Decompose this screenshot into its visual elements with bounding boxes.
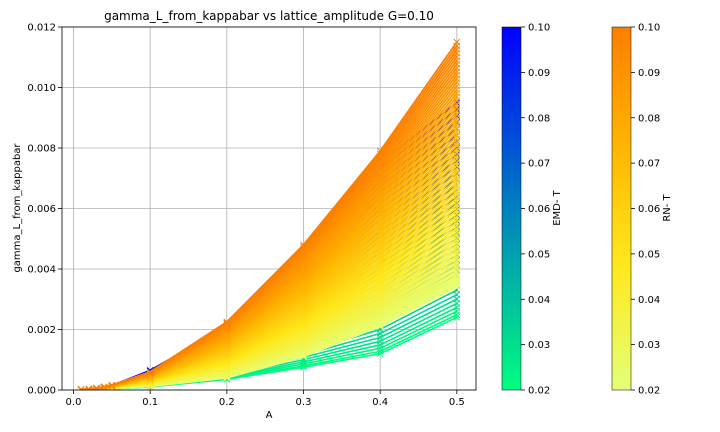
colorbar-emd-ticks: 0.02 0.03 0.04 0.05 0.06 0.07 0.08 0.09 0.10 bbox=[521, 23, 550, 397]
colorbar-rn-tick-label-2: 0.04 bbox=[638, 295, 660, 306]
colorbar-emd-tick-label-2: 0.04 bbox=[528, 295, 550, 306]
x-tick-label-4: 0.4 bbox=[372, 397, 388, 408]
x-tick-label-3: 0.3 bbox=[296, 397, 312, 408]
rn-series-79 bbox=[77, 38, 461, 390]
colorbar-emd-gradient bbox=[501, 26, 522, 391]
chart-title: gamma_L_from_kappabar vs lattice_amplitu… bbox=[104, 9, 434, 23]
colorbar-rn-label: RN- T bbox=[662, 193, 673, 221]
rn-point-79-9 bbox=[453, 38, 461, 46]
colorbar-emd-tick-label-4: 0.06 bbox=[528, 204, 550, 215]
x-axis-label: A bbox=[266, 410, 273, 421]
y-tick-label-0: 0.000 bbox=[27, 386, 56, 397]
rn-point-79-6 bbox=[223, 318, 231, 326]
y-tick-label-5: 0.010 bbox=[27, 83, 56, 94]
rn-point-79-2 bbox=[93, 384, 100, 390]
x-tick-label-2: 0.2 bbox=[219, 397, 235, 408]
colorbar-rn-tick-label-8: 0.10 bbox=[638, 23, 660, 34]
colorbar-rn-tick-label-3: 0.05 bbox=[638, 249, 660, 260]
colorbar-emd-tick-label-5: 0.07 bbox=[528, 159, 550, 170]
y-tick-label-6: 0.012 bbox=[27, 23, 56, 34]
x-tick-label-1: 0.1 bbox=[142, 397, 158, 408]
y-tick-label-4: 0.008 bbox=[27, 144, 56, 155]
y-tick-label-1: 0.002 bbox=[27, 325, 56, 336]
rn-point-79-0 bbox=[77, 386, 85, 390]
colorbar-rn-tick-label-7: 0.09 bbox=[638, 68, 660, 79]
colorbar-rn-tick-label-1: 0.03 bbox=[638, 340, 660, 351]
colorbar-emd-tick-label-7: 0.09 bbox=[528, 68, 550, 79]
rn-point-79-8 bbox=[376, 147, 384, 155]
y-tick-label-3: 0.006 bbox=[27, 204, 56, 215]
colorbar-rn-tick-label-0: 0.02 bbox=[638, 386, 660, 397]
colorbar-emd-tick-label-1: 0.03 bbox=[528, 340, 550, 351]
colorbar-rn-tick-label-6: 0.08 bbox=[638, 113, 660, 124]
colorbar-emd-tick-label-3: 0.05 bbox=[528, 249, 550, 260]
colorbar-rn-tick-label-4: 0.06 bbox=[638, 204, 660, 215]
x-tick-label-0: 0.0 bbox=[66, 397, 82, 408]
colorbar-rn-tick-label-5: 0.07 bbox=[638, 159, 660, 170]
rn-point-79-5 bbox=[146, 368, 154, 376]
rn-point-79-4 bbox=[108, 381, 116, 389]
colorbar-rn-gradient bbox=[611, 26, 632, 391]
colorbar-rn-ticks: 0.02 0.03 0.04 0.05 0.06 0.07 0.08 0.09 0.10 bbox=[631, 23, 660, 397]
colorbar-emd-tick-label-8: 0.10 bbox=[528, 23, 550, 34]
rn-point-78-8 bbox=[376, 150, 384, 158]
rn-point-79-3 bbox=[100, 383, 108, 390]
colorbar-emd: 0.02 0.03 0.04 0.05 0.06 0.07 0.08 0.09 0.10 EMD… bbox=[501, 23, 563, 397]
y-axis-ticks: 0.000 0.002 0.004 0.006 0.008 0.010 0.012 bbox=[27, 23, 62, 397]
rn-point-79-1 bbox=[85, 385, 93, 390]
x-tick-label-5: 0.5 bbox=[449, 397, 465, 408]
rn-series-line-79 bbox=[81, 41, 458, 390]
rn-point-79-7 bbox=[300, 241, 307, 249]
colorbar-emd-label: EMD- T bbox=[552, 189, 563, 225]
colorbar-emd-tick-label-6: 0.08 bbox=[528, 113, 550, 124]
y-tick-label-2: 0.004 bbox=[27, 265, 56, 276]
series-group bbox=[77, 38, 461, 390]
rn-point-78-7 bbox=[300, 243, 307, 250]
colorbar-rn: 0.02 0.03 0.04 0.05 0.06 0.07 0.08 0.09 0.10 RN-… bbox=[611, 23, 673, 397]
y-axis-label: gamma_L_from_kappabar bbox=[12, 143, 23, 273]
x-axis-ticks: 0.0 0.1 0.2 0.3 0.4 0.5 bbox=[66, 390, 465, 408]
colorbar-emd-tick-label-0: 0.02 bbox=[528, 386, 550, 397]
